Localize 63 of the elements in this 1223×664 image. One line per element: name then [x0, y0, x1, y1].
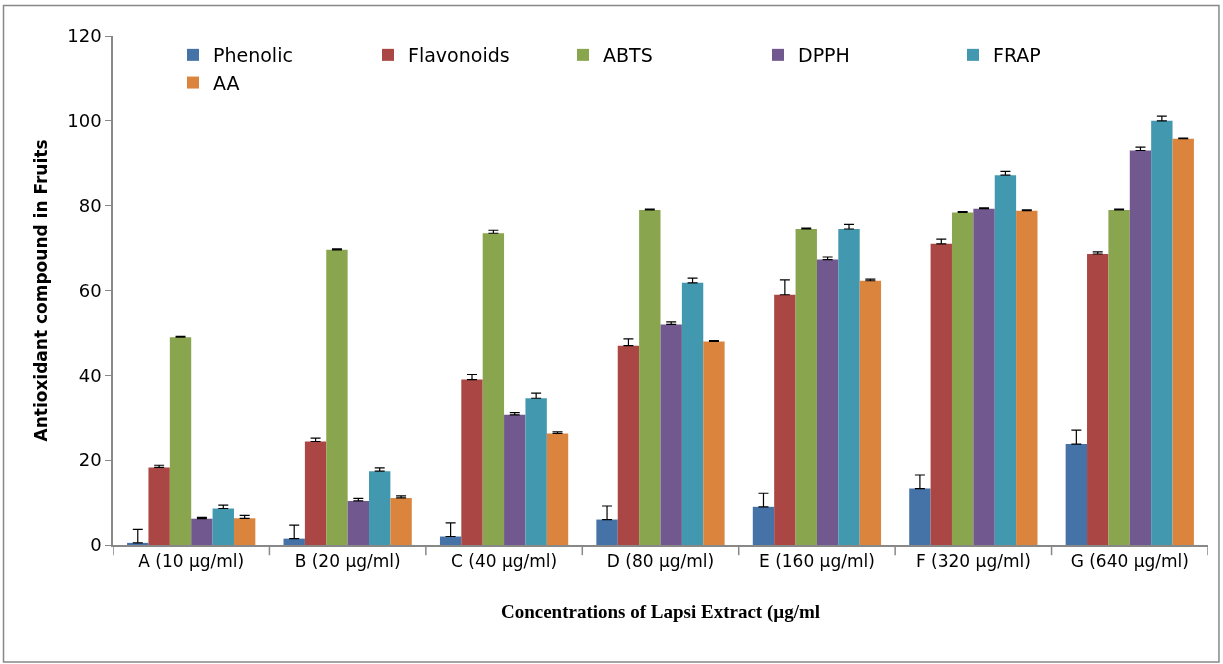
legend-label: FRAP — [993, 44, 1041, 67]
legend-label: Flavonoids — [408, 44, 510, 67]
bar — [816, 259, 839, 545]
x-tick-label: C (40 µg/ml) — [450, 551, 558, 572]
bar — [795, 229, 817, 545]
bar — [973, 208, 995, 545]
bar — [169, 337, 192, 545]
bar — [994, 175, 1017, 545]
legend-label: ABTS — [603, 44, 653, 67]
bar — [283, 538, 305, 545]
bar — [191, 518, 213, 545]
y-axis-title: Antioxidant compound in Fruits — [31, 139, 52, 442]
y-tick-label: 0 — [90, 534, 102, 556]
y-tick-label: 60 — [78, 279, 102, 301]
bar — [1087, 254, 1109, 545]
bar — [951, 212, 974, 545]
x-tick-label: A (10 µg/ml) — [138, 551, 245, 572]
bar — [504, 414, 526, 545]
bar — [439, 536, 462, 545]
bar — [212, 508, 234, 545]
y-tick-label: 120 — [67, 25, 102, 47]
bar — [461, 379, 483, 545]
bar — [596, 519, 618, 545]
bar — [390, 497, 412, 545]
legend-label: DPPH — [798, 44, 850, 67]
bar — [639, 209, 661, 545]
bar — [838, 229, 860, 545]
bar — [703, 341, 725, 545]
bar — [304, 441, 327, 545]
bar — [1172, 138, 1194, 545]
bar — [617, 345, 640, 545]
bar — [859, 280, 882, 545]
bar — [525, 398, 547, 545]
bar — [148, 467, 170, 545]
bar — [660, 324, 682, 545]
bar — [1151, 120, 1173, 545]
x-tick-label: E (160 µg/ml) — [758, 551, 875, 572]
bar — [546, 433, 569, 545]
y-tick-label: 20 — [78, 449, 102, 471]
bar — [326, 249, 348, 545]
y-tick-label: 80 — [78, 194, 102, 216]
x-tick-label: G (640 µg/ml) — [1070, 551, 1189, 572]
bar — [909, 488, 931, 545]
bar — [930, 243, 952, 545]
bar — [369, 471, 391, 545]
legend-label: AA — [213, 71, 240, 94]
bar — [774, 294, 796, 545]
x-axis-title: Concentrations of Lapsi Extract (µg/ml — [500, 601, 821, 624]
bar — [1108, 209, 1130, 545]
x-tick-label: F (320 µg/ml) — [915, 551, 1031, 572]
x-tick-label: B (20 µg/ml) — [294, 551, 401, 572]
y-tick-label: 100 — [67, 110, 102, 132]
bar — [1016, 210, 1038, 545]
bar — [347, 500, 370, 545]
bar — [482, 233, 505, 545]
bar — [752, 506, 775, 545]
x-tick-label: D (80 µg/ml) — [606, 551, 715, 572]
bar — [1129, 150, 1152, 545]
bar — [681, 282, 704, 545]
bar — [233, 518, 256, 545]
y-tick-label: 40 — [78, 364, 102, 386]
legend-label: Phenolic — [213, 44, 293, 67]
bar — [1065, 444, 1088, 545]
